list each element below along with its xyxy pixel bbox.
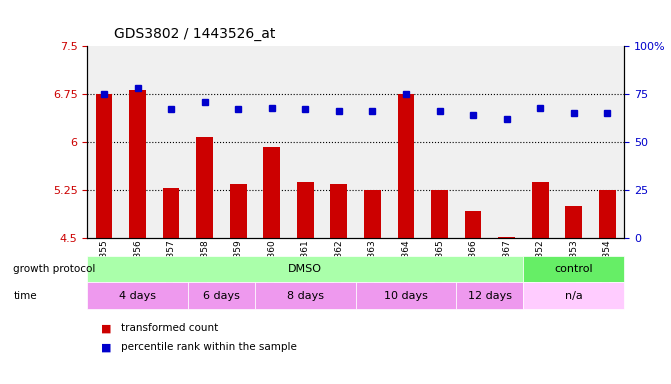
Bar	[197, 137, 213, 238]
Text: transformed count: transformed count	[121, 323, 218, 333]
Bar	[96, 94, 113, 238]
Text: GDS3802 / 1443526_at: GDS3802 / 1443526_at	[114, 27, 275, 41]
Text: ■: ■	[101, 343, 111, 353]
Text: DMSO: DMSO	[289, 264, 322, 274]
Bar	[464, 211, 482, 238]
Text: ■: ■	[101, 323, 111, 333]
Bar	[498, 237, 515, 238]
Bar	[331, 184, 348, 238]
Bar	[566, 206, 582, 238]
Text: 6 days: 6 days	[203, 291, 240, 301]
Text: time: time	[13, 291, 37, 301]
Bar	[263, 147, 280, 238]
Text: 4 days: 4 days	[119, 291, 156, 301]
Bar	[431, 190, 448, 238]
Text: growth protocol: growth protocol	[13, 264, 96, 274]
Bar	[532, 182, 549, 238]
Bar	[397, 94, 415, 238]
Text: 8 days: 8 days	[287, 291, 324, 301]
Bar	[130, 89, 146, 238]
Text: percentile rank within the sample: percentile rank within the sample	[121, 343, 297, 353]
Bar	[364, 190, 381, 238]
Bar	[599, 190, 616, 238]
Text: 12 days: 12 days	[468, 291, 512, 301]
Bar	[229, 184, 247, 238]
Bar	[163, 188, 180, 238]
Text: 10 days: 10 days	[384, 291, 428, 301]
Bar	[297, 182, 313, 238]
Text: control: control	[554, 264, 593, 274]
Text: n/a: n/a	[565, 291, 582, 301]
